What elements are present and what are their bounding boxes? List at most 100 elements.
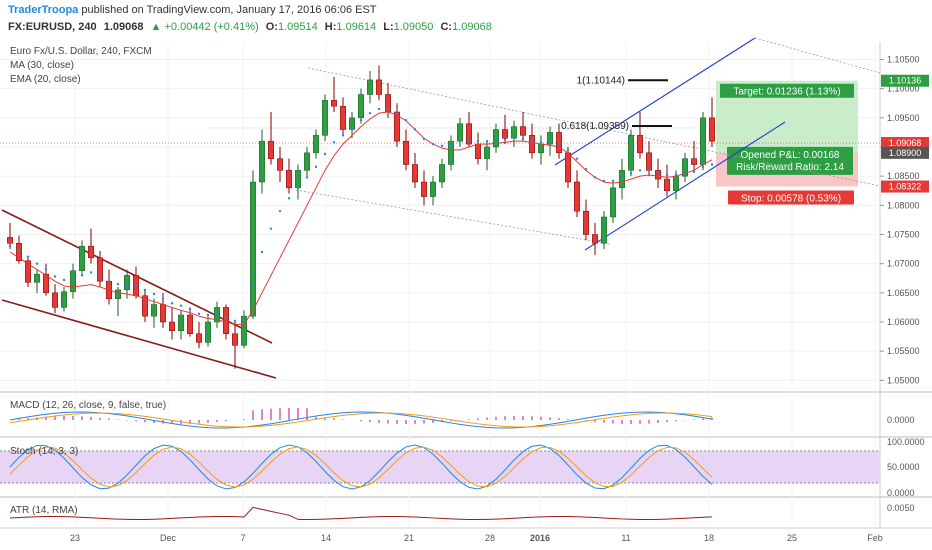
moving-average-layer <box>8 107 714 325</box>
candle-body <box>430 181 436 197</box>
publish-text: published on TradingView.com, January 17… <box>78 4 377 16</box>
ema-20-dot <box>566 148 570 152</box>
study-label-ema[interactable]: EMA (20, close) <box>10 74 81 85</box>
ema-20-dot <box>611 179 615 183</box>
ema-20-dot <box>368 111 372 115</box>
y-tick-label: 1.08000 <box>887 200 920 210</box>
price-badge <box>881 146 929 159</box>
study-label-ma[interactable]: MA (30, close) <box>10 60 74 71</box>
candle-body <box>7 237 13 244</box>
candle-body <box>637 135 643 154</box>
candle-body <box>97 257 103 282</box>
ema-20-dot <box>701 165 705 169</box>
ema-20-dot <box>71 277 75 280</box>
x-tick-label: 14 <box>321 533 331 543</box>
ema-20-dot <box>395 111 399 115</box>
candle-body <box>439 164 445 183</box>
ema-20-dot <box>134 284 138 288</box>
ema-20-dot <box>458 139 462 143</box>
x-tick-label: Dec <box>160 533 177 543</box>
target-label: Target: 0.01236 (1.13%) <box>733 87 840 98</box>
ema-20-dot <box>53 275 57 278</box>
price-badge <box>881 180 929 193</box>
candle-body <box>61 291 67 308</box>
fib-level-label: 0.618(1.09359) <box>561 121 629 132</box>
x-tick-label: 18 <box>704 533 714 543</box>
ema-20-dot <box>242 318 246 321</box>
ema-20-dot <box>548 141 552 144</box>
stoch-y-tick: 50.0000 <box>887 462 920 472</box>
candle-body <box>268 140 274 159</box>
candle-body <box>205 321 211 343</box>
ema-20-dot <box>431 142 435 146</box>
candle-body <box>520 126 526 136</box>
candle-body <box>232 333 238 346</box>
ema-20-dot <box>323 152 327 156</box>
stoch-label[interactable]: Stoch (14, 3, 3) <box>10 446 78 457</box>
x-tick-label: 21 <box>404 533 414 543</box>
author-link[interactable]: TraderTroopa <box>8 4 79 16</box>
candle-body <box>655 170 661 180</box>
ema-20-dot <box>62 278 66 282</box>
candle-body <box>574 181 580 212</box>
ema-20-dot <box>521 137 525 141</box>
candle-body <box>259 140 265 183</box>
price-axis[interactable]: 1.105001.100001.095001.090001.085001.080… <box>880 55 929 514</box>
time-axis[interactable]: 23 Dec 7 14 21 28 2016 11 18 25 Feb <box>70 533 883 543</box>
candle-body <box>196 333 202 343</box>
position-tool[interactable]: Target: 0.01236 (1.13%) Opened P&L: 0.001… <box>716 80 858 205</box>
y-tick-label: 1.05500 <box>887 346 920 356</box>
candle-body <box>178 314 184 331</box>
ema-20-dot <box>494 138 498 142</box>
y-tick-label: 1.09500 <box>887 113 920 123</box>
candle-body <box>313 135 319 154</box>
x-tick-label: 25 <box>787 533 797 543</box>
ema-20-dot <box>656 170 660 174</box>
chart-title: Euro Fx/U.S. Dollar, 240, FXCM <box>10 46 152 57</box>
ema-20-dot <box>332 141 336 144</box>
ema-20-dot <box>116 282 120 286</box>
ema-20-dot <box>440 144 444 148</box>
quote-line: FX:EURUSD, 240 1.09068 ▲ +0.00442 (+0.41… <box>8 21 496 33</box>
ema-20-dot <box>251 285 255 289</box>
candle-body <box>475 143 481 159</box>
atr-line <box>9 506 713 521</box>
ema-20-dot <box>629 172 633 175</box>
price-badge <box>881 137 929 150</box>
stoch-y-tick: 0.0000 <box>887 488 915 498</box>
pnl-label-box <box>727 146 853 175</box>
low-value: 1.09050 <box>393 21 434 33</box>
symbol-label[interactable]: FX:EURUSD, 240 <box>8 21 97 33</box>
ema-20-dot <box>197 312 201 316</box>
candle-body <box>88 245 94 259</box>
ema-20-dot <box>26 255 30 258</box>
ema-20-dot <box>224 316 228 319</box>
candle-body <box>646 152 652 171</box>
macd-label[interactable]: MACD (12, 26, close, 9, false, true) <box>10 400 166 411</box>
ema-20-dot <box>215 313 219 317</box>
stop-label: Stop: 0.00578 (0.53%) <box>741 194 841 205</box>
candle-layer <box>7 65 715 369</box>
candle-body <box>511 126 517 139</box>
ema-20-dot <box>314 165 318 169</box>
low-label: L: <box>383 21 394 33</box>
ema-20-dot <box>233 319 237 323</box>
macd-y-tick: 0.0000 <box>887 415 915 425</box>
ema-20-dot <box>170 302 174 305</box>
price-badge-label: 1.08322 <box>889 182 922 192</box>
candle-body <box>457 123 463 142</box>
x-tick-label: 7 <box>240 533 245 543</box>
open-label: O: <box>265 21 278 33</box>
candle-body <box>79 245 85 271</box>
y-tick-label: 1.08500 <box>887 171 920 181</box>
candle-body <box>286 170 292 189</box>
fib-layer[interactable]: 1(1.10144) 0.618(1.09359) <box>561 75 672 132</box>
ema-20-dot <box>602 179 606 183</box>
x-tick-label: 2016 <box>530 533 550 543</box>
atr-label[interactable]: ATR (14, RMA) <box>10 505 78 516</box>
y-tick-label: 1.05000 <box>887 375 920 385</box>
ema-20-dot <box>377 107 381 111</box>
pnl-label: Opened P&L: 0.00168 <box>741 150 840 161</box>
